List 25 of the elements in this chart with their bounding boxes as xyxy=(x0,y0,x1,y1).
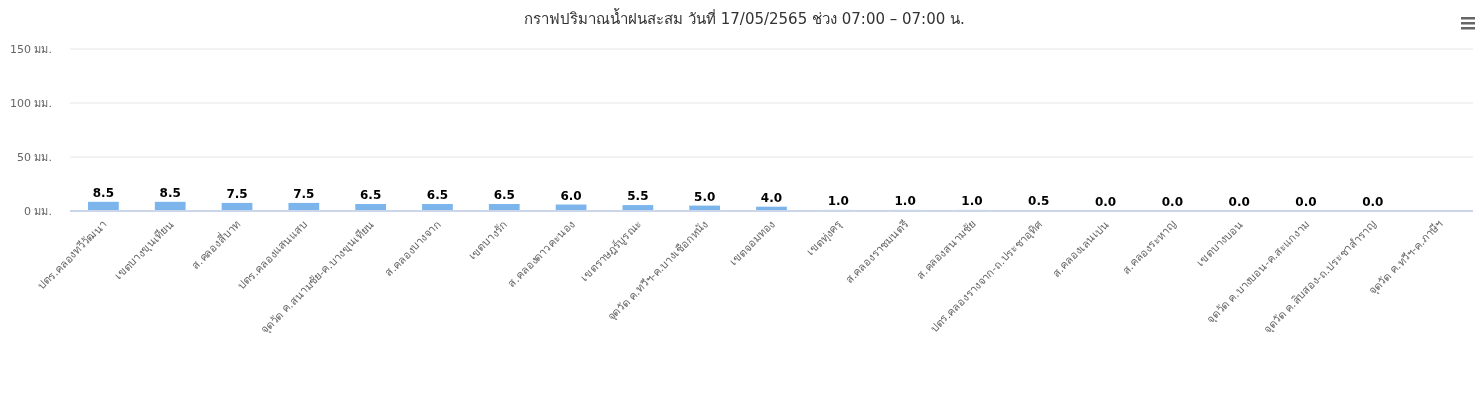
y-tick-label: 50 มม. xyxy=(17,150,52,164)
y-tick-label: 0 มม. xyxy=(24,204,52,218)
data-label: 1.0 xyxy=(827,193,849,208)
data-label: 5.5 xyxy=(627,189,649,204)
data-label: 0.0 xyxy=(1295,195,1317,209)
data-label: 6.5 xyxy=(493,187,515,202)
data-label: 6.5 xyxy=(426,187,449,202)
data-label: 8.5 xyxy=(159,185,181,200)
data-label: 8.5 xyxy=(92,185,115,200)
data-label: 5.0 xyxy=(694,189,716,204)
data-label: 1.0 xyxy=(961,193,983,208)
data-label: 0.5 xyxy=(1028,194,1050,209)
data-label: 7.5 xyxy=(226,186,248,201)
data-label: 6.0 xyxy=(560,188,582,203)
data-label: 4.0 xyxy=(760,190,783,205)
y-tick-label: 150 มม. xyxy=(10,42,52,56)
chart-title: กราฟปริมาณน้ำฝนสะสม วันที่ 17/05/2565 ช่วง 07:00 – 07:00 น. xyxy=(524,8,965,28)
data-label: 7.5 xyxy=(293,186,315,201)
data-label: 0.0 xyxy=(1094,195,1117,209)
data-label: 0.0 xyxy=(1228,195,1250,209)
y-tick-label: 100 มม. xyxy=(10,96,52,110)
data-label: 6.5 xyxy=(360,187,382,202)
data-label: 1.0 xyxy=(894,193,916,208)
data-label: 0.0 xyxy=(1161,195,1183,209)
data-label: 0.0 xyxy=(1362,195,1384,209)
